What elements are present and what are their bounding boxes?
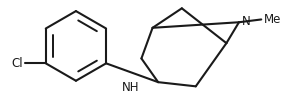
- Text: Me: Me: [264, 13, 281, 26]
- Text: N: N: [242, 15, 250, 28]
- Text: Cl: Cl: [11, 57, 23, 70]
- Text: NH: NH: [122, 81, 139, 94]
